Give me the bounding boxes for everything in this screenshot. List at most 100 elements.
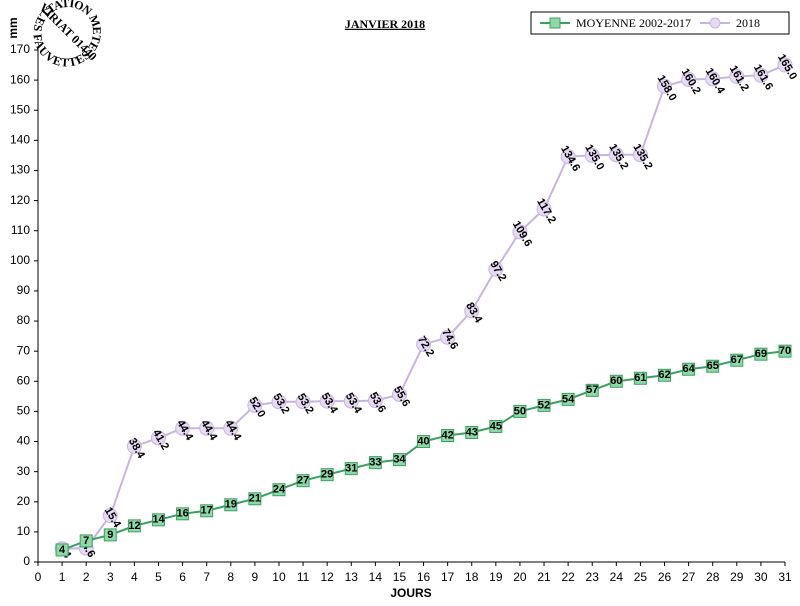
y-tick-label: 40 [17, 434, 31, 448]
marker [344, 462, 358, 476]
x-tick-label: 31 [778, 570, 792, 584]
marker [754, 347, 768, 361]
marker [416, 337, 432, 353]
marker [632, 147, 648, 163]
data-label: 21 [249, 493, 261, 505]
marker [127, 519, 141, 533]
marker [272, 483, 286, 497]
marker [295, 394, 311, 410]
y-tick-label: 50 [17, 404, 31, 418]
data-label: 19 [225, 499, 237, 511]
marker [223, 420, 239, 436]
marker [609, 374, 623, 388]
data-label: 17 [201, 505, 213, 517]
marker [513, 404, 527, 418]
marker [247, 397, 263, 413]
marker [103, 528, 117, 542]
data-label: 60 [610, 375, 622, 387]
x-tick-label: 2 [83, 570, 90, 584]
marker [102, 508, 118, 524]
y-tick-label: 100 [10, 253, 30, 267]
marker [368, 456, 382, 470]
marker [271, 394, 287, 410]
data-label: 31 [345, 463, 357, 475]
marker [392, 453, 406, 467]
x-tick-label: 25 [634, 570, 648, 584]
chart-title: JANVIER 2018 [345, 17, 425, 31]
marker [777, 57, 793, 73]
x-tick-label: 12 [320, 570, 334, 584]
x-tick-label: 1 [59, 570, 66, 584]
x-tick-label: 20 [513, 570, 527, 584]
x-tick-label: 14 [369, 570, 383, 584]
marker [176, 507, 190, 521]
x-tick-label: 9 [252, 570, 259, 584]
y-tick-label: 60 [17, 373, 31, 387]
data-label: 61 [634, 372, 646, 384]
y-tick-label: 70 [17, 343, 31, 357]
marker [200, 504, 214, 518]
y-tick-label: 140 [10, 133, 30, 147]
marker [151, 513, 165, 527]
marker [150, 430, 166, 446]
marker [440, 329, 456, 345]
y-axis-label: mm [6, 17, 20, 38]
data-label: 33 [369, 457, 381, 469]
data-label: 27 [297, 475, 309, 487]
marker [730, 353, 744, 367]
x-tick-label: 7 [203, 570, 210, 584]
marker [705, 71, 721, 87]
y-tick-label: 20 [17, 494, 31, 508]
y-tick-label: 150 [10, 102, 30, 116]
x-tick-label: 15 [393, 570, 407, 584]
marker [753, 67, 769, 83]
y-tick-label: 170 [10, 42, 30, 56]
marker [729, 69, 745, 85]
data-label: 24 [273, 484, 286, 496]
y-tick-label: 110 [11, 223, 30, 237]
x-tick-label: 28 [706, 570, 720, 584]
series-line [62, 64, 786, 550]
marker [319, 393, 335, 409]
marker [391, 387, 407, 403]
marker [224, 498, 238, 512]
marker [584, 147, 600, 163]
marker [512, 224, 528, 240]
data-label: 42 [442, 429, 454, 441]
marker [536, 201, 552, 217]
x-tick-label: 27 [682, 570, 696, 584]
marker [79, 534, 93, 548]
data-label: 45 [490, 420, 502, 432]
marker [199, 420, 215, 436]
legend: MOYENNE 2002-2017 2018 [530, 11, 790, 35]
data-label: 40 [417, 435, 429, 447]
marker [248, 492, 262, 506]
marker [537, 398, 551, 412]
x-tick-label: 6 [179, 570, 186, 584]
marker [296, 474, 310, 488]
x-tick-label: 10 [272, 570, 286, 584]
x-tick-label: 26 [658, 570, 672, 584]
data-label: 65 [707, 360, 719, 372]
data-label: 14 [152, 514, 165, 526]
y-tick-label: 0 [23, 554, 30, 568]
marker [706, 359, 720, 373]
x-tick-label: 8 [227, 570, 234, 584]
marker [126, 438, 142, 454]
x-axis-label: JOURS [390, 586, 431, 600]
marker [343, 393, 359, 409]
x-tick-label: 22 [561, 570, 575, 584]
data-label: 69 [755, 348, 767, 360]
data-label: 4 [59, 544, 66, 556]
marker [465, 425, 479, 439]
data-label: 62 [658, 369, 670, 381]
data-label: 52 [538, 399, 550, 411]
marker [633, 371, 647, 385]
x-tick-label: 29 [730, 570, 744, 584]
data-label: 67 [731, 354, 743, 366]
legend-marker [549, 17, 561, 29]
legend-marker [709, 17, 721, 29]
y-tick-label: 30 [17, 464, 31, 478]
marker [657, 78, 673, 94]
